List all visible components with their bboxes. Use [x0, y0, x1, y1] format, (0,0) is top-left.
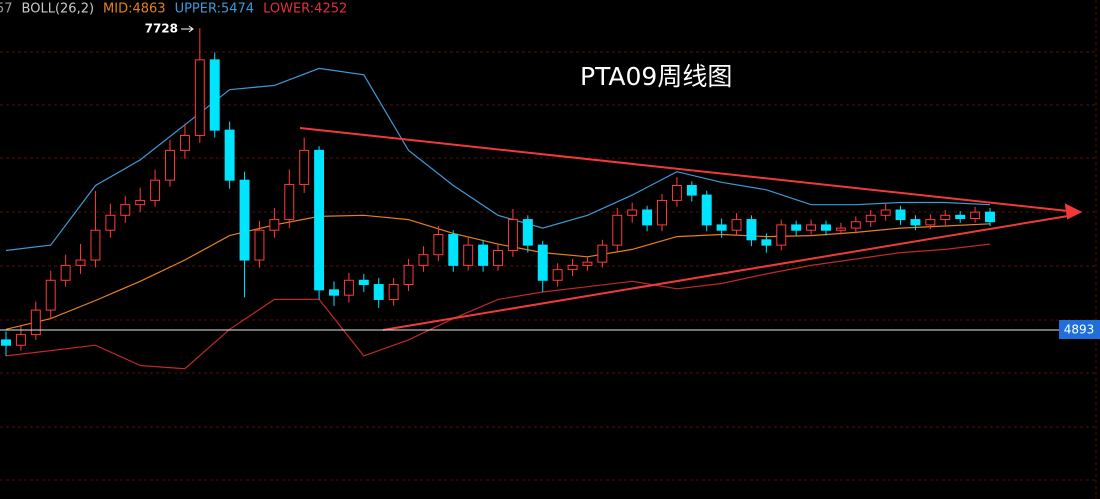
candle-body — [895, 209, 906, 221]
candle-body — [418, 254, 429, 266]
candle-body — [90, 229, 101, 261]
candle-body — [448, 233, 459, 266]
candle-body — [686, 185, 697, 196]
candle-body — [284, 183, 295, 221]
candle-body — [493, 249, 503, 266]
candle-body — [970, 211, 981, 220]
candle-body — [373, 284, 384, 300]
candle-body — [75, 259, 86, 266]
header-item: MID:4863 — [103, 2, 166, 17]
candle-body — [403, 264, 414, 286]
indicator-line — [5, 214, 991, 330]
candle-body — [776, 224, 787, 246]
candle-body — [522, 219, 533, 246]
candle-body — [537, 244, 548, 281]
candle-body — [955, 214, 966, 220]
candle-body — [627, 209, 638, 216]
candle-body — [612, 214, 623, 246]
header-item: LOWER:4252 — [263, 2, 347, 17]
candle-body — [15, 334, 26, 346]
candle-body — [150, 179, 161, 201]
candle-body — [910, 219, 921, 226]
indicator-lines — [5, 67, 991, 370]
candle-body — [135, 199, 146, 206]
header-item: UPPER:5474 — [175, 2, 255, 17]
candle-body — [761, 239, 772, 246]
candle-body — [194, 59, 205, 136]
candle-body — [657, 199, 667, 226]
candle-body — [60, 264, 71, 281]
candle-body — [597, 244, 608, 263]
candle-body — [314, 149, 325, 291]
candle-body — [746, 219, 757, 241]
candle-body — [671, 185, 682, 201]
candle-body — [806, 224, 817, 231]
last-price-label: 4893 — [1064, 323, 1095, 337]
candle-body — [985, 211, 995, 223]
candles — [1, 28, 995, 356]
candle-body — [821, 224, 831, 231]
candle-body — [105, 214, 116, 231]
candle-body — [30, 309, 41, 336]
candle-body — [358, 279, 369, 286]
candle-body — [731, 219, 742, 231]
candle-body — [567, 264, 578, 271]
header-item: BOLL(26,2) — [22, 2, 95, 17]
candle-body — [478, 244, 489, 266]
trendlines — [299, 127, 1083, 331]
candle-body — [791, 224, 802, 231]
candle-body — [463, 244, 474, 266]
candle-body — [343, 279, 354, 296]
candle-body — [552, 269, 563, 281]
header: 57 BOLL(26,2) MID:4863 UPPER:5474 LOWER:4252 — [0, 2, 347, 17]
candle-body — [388, 284, 399, 300]
candle-body — [433, 233, 444, 256]
candle-body — [925, 219, 936, 226]
candle-body — [865, 214, 876, 223]
candle-body — [254, 229, 265, 261]
candle-body — [239, 179, 250, 261]
candle-body — [269, 219, 280, 231]
header-item: 57 — [0, 2, 13, 17]
candle-body — [165, 149, 175, 181]
candle-body — [209, 59, 220, 131]
last-price-box — [1059, 320, 1100, 340]
candle-body — [179, 134, 190, 151]
candle-body — [850, 221, 861, 229]
candle-body — [329, 289, 339, 296]
arrowhead — [1064, 203, 1083, 220]
candle-body — [507, 219, 518, 251]
high-annotation: 7728 — [145, 22, 178, 36]
candle-body — [120, 204, 131, 216]
chart-title: PTA09周线图 — [580, 62, 732, 91]
candle-body — [45, 279, 56, 311]
candle-body — [835, 227, 846, 231]
trendline — [382, 215, 1069, 331]
candle-body — [880, 209, 891, 216]
trendline — [299, 127, 1069, 212]
candle-body — [642, 209, 653, 226]
candle-body — [716, 224, 727, 231]
candle-body — [299, 149, 310, 185]
candle-body — [940, 214, 951, 221]
candle-body — [701, 194, 712, 226]
indicator-line — [5, 67, 991, 252]
candle-body — [582, 261, 593, 266]
candle-body — [1, 339, 11, 346]
indicator-line — [5, 243, 991, 370]
candle-body — [224, 129, 235, 181]
annotation-arrow — [188, 25, 194, 33]
